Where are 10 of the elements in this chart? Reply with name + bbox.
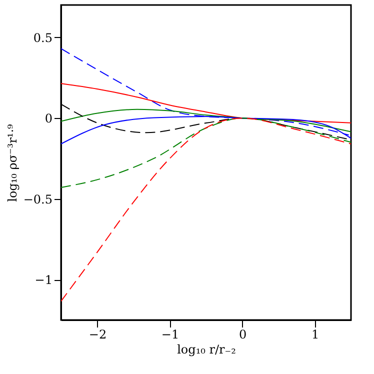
x-axis-title: log₁₀ r/r₋₂ <box>177 342 236 356</box>
y-axis-title: log₁₀ ρσ⁻³r¹·⁹ <box>5 124 20 202</box>
x-tick-label: −2 <box>88 328 107 342</box>
x-tick-label: −1 <box>161 328 180 342</box>
y-tick-label: −0.5 <box>23 192 52 206</box>
y-tick-label: 0.5 <box>33 30 52 45</box>
y-tick-label: −1 <box>34 273 52 288</box>
x-tick-label: 0 <box>238 328 247 342</box>
x-tick-label: 1 <box>311 328 320 342</box>
y-tick-label: 0 <box>44 112 52 126</box>
